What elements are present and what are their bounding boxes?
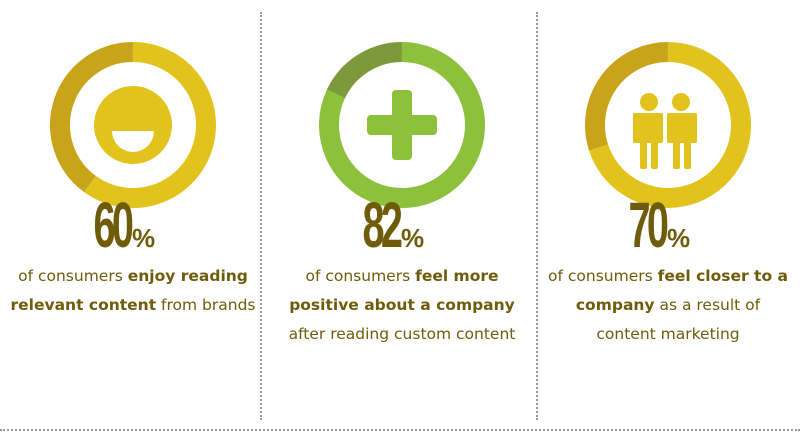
percent-sign: % bbox=[401, 223, 425, 253]
stat-number: 82 bbox=[362, 189, 402, 261]
description-text: of consumers bbox=[548, 267, 658, 285]
ring-value-segment bbox=[84, 42, 216, 208]
description-text: of consumers bbox=[305, 267, 416, 285]
description-text: as a result of content marketing bbox=[596, 296, 761, 343]
stat-number: 60 bbox=[93, 189, 133, 261]
ring-value-segment bbox=[319, 42, 485, 208]
stat-percentage: 82% bbox=[269, 188, 535, 262]
divider bbox=[0, 429, 800, 431]
description-emphasis: feel more positive about a company bbox=[289, 267, 515, 314]
donut-ring bbox=[50, 42, 216, 208]
stat-percentage: 60% bbox=[0, 188, 266, 262]
smiley-icon bbox=[94, 86, 172, 164]
ring-remainder-segment bbox=[585, 42, 669, 151]
donut-ring bbox=[585, 42, 751, 208]
description-text: after reading custom content bbox=[288, 325, 516, 343]
ring-value-segment bbox=[589, 42, 751, 208]
stat-column: 70% of consumers feel closer to a compan… bbox=[535, 0, 800, 420]
description-text: of consumers bbox=[18, 267, 128, 285]
stat-number: 70 bbox=[628, 189, 668, 261]
stat-description: of consumers feel closer to a company as… bbox=[545, 262, 791, 349]
donut-ring bbox=[319, 42, 485, 208]
description-emphasis: feel closer to a company bbox=[575, 267, 788, 314]
divider bbox=[536, 12, 538, 420]
stat-description: of consumers feel more positive about a … bbox=[279, 262, 525, 349]
stat-column: 82% of consumers feel more positive abou… bbox=[269, 0, 535, 420]
plus-icon bbox=[367, 90, 437, 160]
stat-percentage: 70% bbox=[535, 188, 800, 262]
ring-remainder-segment bbox=[326, 42, 403, 99]
description-text: from brands bbox=[156, 296, 256, 314]
stat-column: 60% of consumers enjoy reading relevant … bbox=[0, 0, 266, 420]
ring-remainder-segment bbox=[50, 42, 134, 193]
two-people-icon bbox=[633, 93, 697, 169]
percent-sign: % bbox=[132, 223, 156, 253]
percent-sign: % bbox=[667, 223, 691, 253]
description-emphasis: enjoy reading relevant content bbox=[10, 267, 248, 314]
divider bbox=[260, 12, 262, 420]
stat-description: of consumers enjoy reading relevant cont… bbox=[10, 262, 256, 320]
